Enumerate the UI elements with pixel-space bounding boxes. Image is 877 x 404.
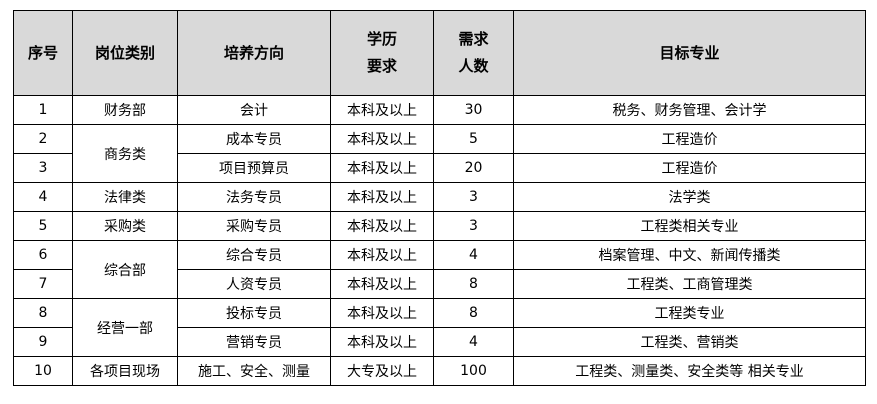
cell-education: 本科及以上 <box>330 211 434 241</box>
cell-no: 9 <box>13 327 73 357</box>
cell-category: 法律类 <box>72 182 178 212</box>
cell-majors: 工程类专业 <box>513 298 866 328</box>
cell-count: 8 <box>433 298 514 328</box>
cell-category: 各项目现场 <box>72 356 178 386</box>
header-count-line1: 需求 <box>458 30 489 48</box>
cell-majors: 工程类、测量类、安全类等 相关专业 <box>513 356 866 386</box>
cell-no: 1 <box>13 95 73 125</box>
cell-majors: 工程类、工商管理类 <box>513 269 866 299</box>
table-row: 3 项目预算员 本科及以上 20 工程造价 <box>13 153 866 183</box>
cell-direction: 项目预算员 <box>177 153 331 183</box>
cell-no: 8 <box>13 298 73 328</box>
cell-count: 5 <box>433 124 514 154</box>
cell-direction: 会计 <box>177 95 331 125</box>
cell-direction: 营销专员 <box>177 327 331 357</box>
cell-no: 10 <box>13 356 73 386</box>
cell-education: 本科及以上 <box>330 182 434 212</box>
cell-no: 7 <box>13 269 73 299</box>
table-row: 5 采购类 采购专员 本科及以上 3 工程类相关专业 <box>13 211 866 241</box>
header-cell-direction: 培养方向 <box>177 10 331 96</box>
cell-count: 8 <box>433 269 514 299</box>
header-cell-category: 岗位类别 <box>72 10 178 96</box>
cell-category-merged: 商务类 <box>72 124 178 183</box>
cell-education: 本科及以上 <box>330 298 434 328</box>
header-cell-count: 需求 人数 <box>433 10 514 96</box>
table-row: 6 综合部 综合专员 本科及以上 4 档案管理、中文、新闻传播类 <box>13 240 866 299</box>
header-cell-majors: 目标专业 <box>513 10 866 96</box>
cell-majors: 税务、财务管理、会计学 <box>513 95 866 125</box>
table-row: 8 经营一部 投标专员 本科及以上 8 工程类专业 <box>13 298 866 357</box>
table-body: 1 财务部 会计 本科及以上 30 税务、财务管理、会计学 2 商务类 成本专员… <box>13 95 866 386</box>
cell-majors: 工程类、营销类 <box>513 327 866 357</box>
cell-count: 3 <box>433 211 514 241</box>
table-row: 2 商务类 成本专员 本科及以上 5 工程造价 <box>13 124 866 183</box>
cell-majors: 法学类 <box>513 182 866 212</box>
cell-no: 6 <box>13 240 73 270</box>
cell-no: 4 <box>13 182 73 212</box>
cell-direction: 成本专员 <box>177 124 331 154</box>
cell-education: 本科及以上 <box>330 269 434 299</box>
cell-count: 4 <box>433 240 514 270</box>
cell-direction: 施工、安全、测量 <box>177 356 331 386</box>
cell-count: 100 <box>433 356 514 386</box>
table-row: 7 人资专员 本科及以上 8 工程类、工商管理类 <box>13 269 866 299</box>
cell-category: 财务部 <box>72 95 178 125</box>
header-row: 序号 岗位类别 培养方向 学历 要求 需求 人数 目标专业 <box>13 10 866 96</box>
table-header: 序号 岗位类别 培养方向 学历 要求 需求 人数 目标专业 <box>13 10 866 96</box>
header-count-line2: 人数 <box>458 57 489 75</box>
cell-no: 2 <box>13 124 73 154</box>
cell-education: 本科及以上 <box>330 240 434 270</box>
cell-count: 4 <box>433 327 514 357</box>
header-cell-no: 序号 <box>13 10 73 96</box>
cell-direction: 法务专员 <box>177 182 331 212</box>
cell-majors: 工程类相关专业 <box>513 211 866 241</box>
cell-direction: 人资专员 <box>177 269 331 299</box>
cell-direction: 投标专员 <box>177 298 331 328</box>
header-cell-education: 学历 要求 <box>330 10 434 96</box>
cell-education: 本科及以上 <box>330 153 434 183</box>
cell-count: 30 <box>433 95 514 125</box>
cell-category: 采购类 <box>72 211 178 241</box>
header-education-line2: 要求 <box>366 57 397 75</box>
cell-majors: 档案管理、中文、新闻传播类 <box>513 240 866 270</box>
cell-count: 3 <box>433 182 514 212</box>
cell-majors: 工程造价 <box>513 153 866 183</box>
table-row: 10 各项目现场 施工、安全、测量 大专及以上 100 工程类、测量类、安全类等… <box>13 356 866 386</box>
cell-education: 本科及以上 <box>330 327 434 357</box>
cell-no: 5 <box>13 211 73 241</box>
table-row: 4 法律类 法务专员 本科及以上 3 法学类 <box>13 182 866 212</box>
cell-direction: 综合专员 <box>177 240 331 270</box>
cell-direction: 采购专员 <box>177 211 331 241</box>
cell-no: 3 <box>13 153 73 183</box>
table-row: 1 财务部 会计 本科及以上 30 税务、财务管理、会计学 <box>13 95 866 125</box>
cell-category-merged: 经营一部 <box>72 298 178 357</box>
cell-majors: 工程造价 <box>513 124 866 154</box>
cell-education: 本科及以上 <box>330 95 434 125</box>
header-education-line1: 学历 <box>366 30 397 48</box>
cell-education: 大专及以上 <box>330 356 434 386</box>
recruitment-table: 序号 岗位类别 培养方向 学历 要求 需求 人数 目标专业 1 财务部 会计 本… <box>13 10 866 386</box>
cell-education: 本科及以上 <box>330 124 434 154</box>
cell-count: 20 <box>433 153 514 183</box>
cell-category-merged: 综合部 <box>72 240 178 299</box>
